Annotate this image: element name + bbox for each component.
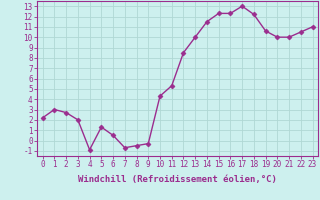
X-axis label: Windchill (Refroidissement éolien,°C): Windchill (Refroidissement éolien,°C) — [78, 175, 277, 184]
